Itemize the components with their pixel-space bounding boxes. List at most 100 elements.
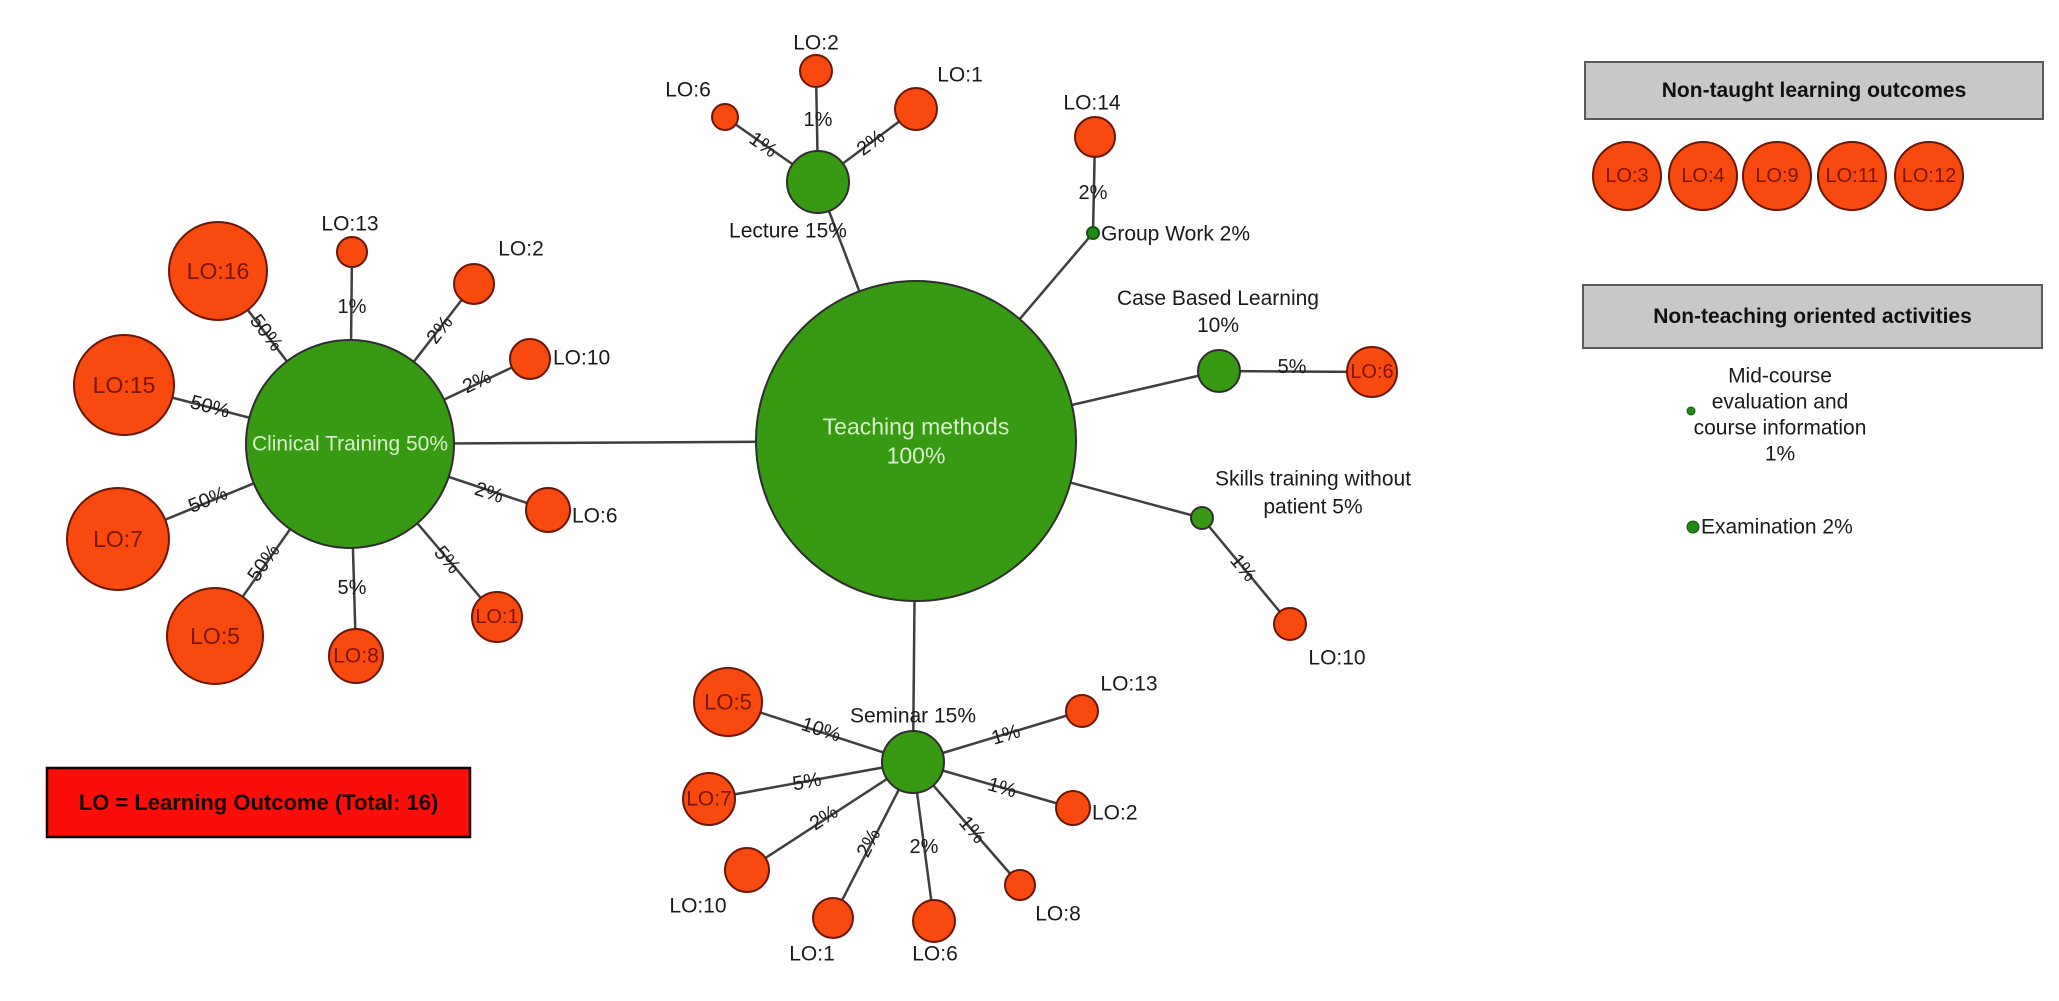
edge-label-seminar-se-lo1: 2% xyxy=(853,825,886,861)
node-clinical xyxy=(245,339,455,549)
label-c-lo10: LO:10 xyxy=(553,347,610,370)
label-se-lo1: LO:1 xyxy=(789,943,835,966)
label-lecture: Lecture 15% xyxy=(729,220,847,243)
label-se-lo5: LO:5 xyxy=(704,690,752,715)
label-seminar: Seminar 15% xyxy=(850,705,976,728)
label-c-lo7: LO:7 xyxy=(93,526,143,552)
node-seminar xyxy=(881,730,945,794)
panel-node-lo-3 xyxy=(1592,141,1662,211)
node-se-lo13 xyxy=(1065,694,1099,728)
node-c-lo16 xyxy=(168,221,268,321)
label-cb-lo6: LO:6 xyxy=(1350,361,1393,383)
edge-label-lecture-l-lo6: 1% xyxy=(745,128,781,163)
node-l-lo6 xyxy=(711,103,739,131)
label-se-lo7: LO:7 xyxy=(686,788,732,811)
legend-box xyxy=(45,766,472,839)
node-c-lo6 xyxy=(525,487,571,533)
label-skills: patient 5% xyxy=(1263,496,1362,519)
node-c-lo7 xyxy=(66,487,170,591)
edge-label-clinical-c-lo6: 2% xyxy=(472,478,507,508)
edge-label-clinical-c-lo10: 2% xyxy=(459,366,495,398)
label-clinical: Clinical Training 50% xyxy=(252,433,448,456)
edge-seminar-se-lo7 xyxy=(708,760,914,801)
edge-skills-s-lo10 xyxy=(1201,517,1291,625)
node-l-lo1 xyxy=(894,87,938,131)
node-c-lo10 xyxy=(509,338,551,380)
activity-label: course information xyxy=(1694,417,1867,440)
edge-label-casebased-cb-lo6: 5% xyxy=(1277,356,1306,378)
node-cb-lo6 xyxy=(1346,346,1398,398)
panel-node-lo-9 xyxy=(1742,141,1812,211)
label-teaching: 100% xyxy=(887,443,946,469)
edge-seminar-se-lo10 xyxy=(746,760,914,872)
edge-label-clinical-c-lo15: 50% xyxy=(188,391,232,422)
activity-dot xyxy=(1686,406,1696,416)
node-se-lo8 xyxy=(1004,869,1036,901)
edge-label-clinical-c-lo13: 1% xyxy=(338,296,367,318)
label-c-lo2: LO:2 xyxy=(498,238,544,261)
panel-header-box xyxy=(1582,284,2043,349)
edge-label-seminar-se-lo13: 1% xyxy=(989,720,1023,749)
edge-label-seminar-se-lo10: 2% xyxy=(806,801,842,835)
edge-label-clinical-c-lo16: 50% xyxy=(245,310,287,355)
node-c-lo5 xyxy=(166,587,264,685)
label-c-lo16: LO:16 xyxy=(187,258,250,284)
label-se-lo2: LO:2 xyxy=(1092,802,1138,825)
panel-node-lo-4 xyxy=(1668,141,1738,211)
node-c-lo2 xyxy=(453,263,495,305)
label-se-lo13: LO:13 xyxy=(1100,673,1157,696)
label-c-lo13: LO:13 xyxy=(321,213,378,236)
activity-dot xyxy=(1686,520,1700,534)
edge-label-clinical-c-lo7: 50% xyxy=(185,482,231,518)
panel-node-label: LO:12 xyxy=(1902,165,1956,187)
label-c-lo5: LO:5 xyxy=(190,623,240,649)
node-s-lo10 xyxy=(1273,607,1307,641)
label-c-lo6: LO:6 xyxy=(572,505,618,528)
edge-label-seminar-se-lo5: 10% xyxy=(799,713,844,746)
node-casebased xyxy=(1197,349,1241,393)
node-se-lo1 xyxy=(812,897,854,939)
label-l-lo1: LO:1 xyxy=(937,64,983,87)
node-teaching xyxy=(755,280,1077,602)
activity-label: Mid-course xyxy=(1728,365,1832,388)
edge-label-seminar-se-lo2: 1% xyxy=(985,773,1019,802)
label-teaching: Teaching methods xyxy=(823,414,1010,440)
label-skills: Skills training without xyxy=(1215,468,1411,491)
label-c-lo8: LO:8 xyxy=(333,645,379,668)
node-skills xyxy=(1190,506,1214,530)
panel-node-lo-11 xyxy=(1817,141,1887,211)
label-s-lo10: LO:10 xyxy=(1308,647,1365,670)
node-se-lo10 xyxy=(724,847,770,893)
label-se-lo6: LO:6 xyxy=(912,943,958,966)
activity-label: Examination 2% xyxy=(1701,516,1853,539)
label-groupwork: Group Work 2% xyxy=(1101,223,1250,246)
node-se-lo5 xyxy=(693,667,763,737)
label-se-lo8: LO:8 xyxy=(1035,903,1081,926)
activity-label: 1% xyxy=(1765,443,1795,466)
node-lecture xyxy=(786,150,850,214)
panel-node-label: LO:4 xyxy=(1681,165,1724,187)
panel-node-label: LO:9 xyxy=(1755,165,1798,187)
panel-node-label: LO:11 xyxy=(1826,165,1879,187)
label-l-lo2: LO:2 xyxy=(793,32,839,55)
label-se-lo10: LO:10 xyxy=(669,895,726,918)
node-c-lo15 xyxy=(73,334,175,436)
label-casebased: Case Based Learning xyxy=(1117,287,1319,310)
edge-label-groupwork-g-lo14: 2% xyxy=(1079,182,1108,204)
panel-title: Non-taught learning outcomes xyxy=(1662,79,1967,102)
label-c-lo15: LO:15 xyxy=(93,372,156,398)
panel-node-lo-12 xyxy=(1894,141,1964,211)
label-casebased: 10% xyxy=(1197,314,1239,337)
activity-label: evaluation and xyxy=(1712,391,1849,414)
edge-label-seminar-se-lo6: 2% xyxy=(910,836,939,858)
node-se-lo6 xyxy=(912,899,956,943)
panel-header-box xyxy=(1584,61,2044,120)
panel-title: Non-teaching oriented activities xyxy=(1653,305,1972,328)
node-se-lo7 xyxy=(682,772,736,826)
legend-label: LO = Learning Outcome (Total: 16) xyxy=(79,790,439,815)
panel-node-label: LO:3 xyxy=(1605,165,1648,187)
node-l-lo2 xyxy=(799,54,833,88)
node-se-lo2 xyxy=(1055,790,1091,826)
edge-label-lecture-l-lo1: 2% xyxy=(853,125,889,160)
